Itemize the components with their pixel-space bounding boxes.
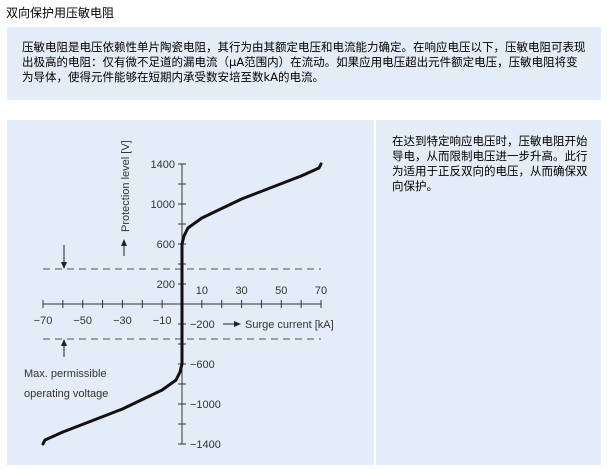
y-tick-label: −1400	[190, 439, 221, 451]
chart-panel	[7, 120, 374, 465]
y-tick-label: 200	[157, 279, 175, 291]
y-axis-label: Protection level [V]	[120, 140, 132, 232]
x-tick-label: −70	[34, 315, 53, 327]
x-tick-label: 50	[275, 285, 287, 297]
y-tick-label: −200	[190, 319, 215, 331]
y-tick-label: 1000	[151, 199, 175, 211]
x-tick-label: −50	[73, 315, 92, 327]
x-axis-label: Surge current [kA]	[245, 319, 334, 331]
y-tick-label: −1000	[190, 399, 221, 411]
intro-box: 压敏电阻是电压依赖性单片陶瓷电阻，其行为由其额定电压和电流能力确定。在响应电压以…	[7, 27, 601, 100]
x-tick-label: 70	[315, 285, 327, 297]
characteristic-curve	[41, 162, 323, 446]
page-title: 双向保护用压敏电阻	[6, 6, 115, 20]
side-text: 在达到特定响应电压时，压敏电阻开始导电，从而限制电压进一步升高。此行为适用于正反…	[376, 120, 601, 465]
x-tick-label: 30	[235, 285, 247, 297]
x-tick-label: 10	[196, 285, 208, 297]
x-tick-label: −30	[113, 315, 132, 327]
annotation-line-2: operating voltage	[24, 388, 108, 400]
y-tick-label: 600	[157, 239, 175, 251]
y-tick-label: 1400	[151, 159, 175, 171]
y-tick-label: −600	[190, 359, 215, 371]
annotation-line-1: Max. permissible	[24, 368, 107, 380]
x-tick-label: −10	[153, 315, 172, 327]
